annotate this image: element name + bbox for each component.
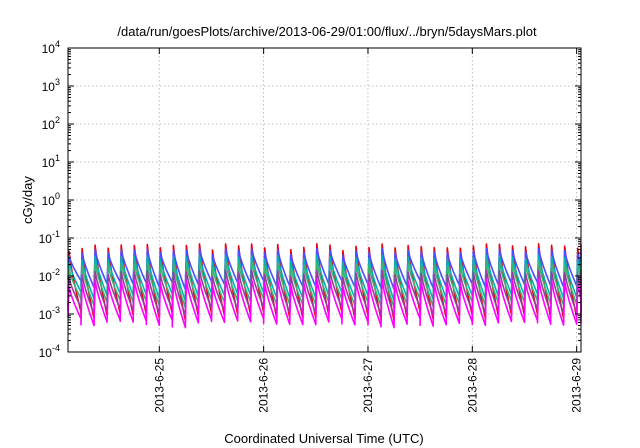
y-tick-label: 10-3 [39,305,60,322]
x-tick-label: 2013-6-28 [465,358,479,413]
series-layer [67,243,582,329]
chart-title: /data/run/goesPlots/archive/2013-06-29/0… [117,24,537,39]
x-tick-label: 2013-6-25 [152,358,166,413]
y-tick-label: 10-4 [39,343,60,360]
y-tick-label: 104 [42,39,60,56]
series-line [67,278,582,329]
y-axis-label: cGy/day [20,176,35,224]
y-tick-label: 102 [42,115,60,132]
x-axis-label: Coordinated Universal Time (UTC) [224,431,423,446]
y-tick-label: 10-2 [39,267,60,284]
x-axis: 2013-6-25 2013-6-26 2013-6-27 2013-6-28 2013… [152,48,584,413]
y-tick-label: 100 [42,191,60,208]
x-tick-label: 2013-6-27 [361,358,375,413]
y-tick-label: 103 [42,77,60,94]
y-tick-label: 10-1 [39,229,60,246]
x-tick-label: 2013-6-29 [570,358,584,413]
x-tick-label: 2013-6-26 [257,358,271,413]
y-tick-label: 101 [42,153,60,170]
